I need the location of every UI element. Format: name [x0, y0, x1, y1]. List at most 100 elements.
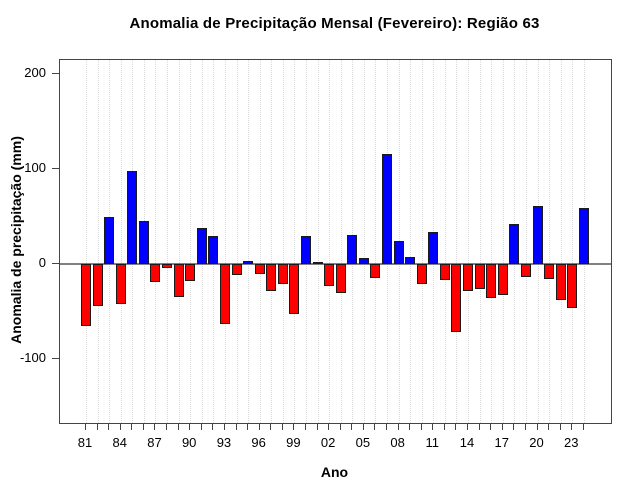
year-gridline: [224, 60, 226, 423]
bar-1998: [277, 264, 288, 284]
year-gridline: [525, 60, 527, 423]
bar-1989: [173, 264, 184, 298]
bar-2019: [520, 264, 531, 278]
year-gridline: [120, 60, 122, 423]
x-tick: [189, 423, 191, 430]
bar-2008: [393, 241, 404, 264]
x-tick: [559, 423, 561, 430]
year-gridline: [259, 60, 261, 423]
bar-2016: [486, 264, 497, 299]
x-tick: [582, 423, 584, 430]
year-gridline: [444, 60, 446, 423]
x-tick-label: 08: [390, 435, 405, 450]
x-tick-label: 23: [563, 435, 579, 450]
year-gridline: [329, 60, 331, 423]
bar-2015: [474, 264, 485, 289]
year-gridline: [502, 60, 504, 423]
x-tick: [270, 423, 272, 430]
year-gridline: [317, 60, 319, 423]
x-tick: [524, 423, 526, 430]
x-tick: [258, 423, 260, 430]
x-tick: [339, 423, 341, 430]
year-gridline: [375, 60, 377, 423]
bar-2010: [416, 264, 427, 284]
x-tick: [443, 423, 445, 430]
x-tick-label: 20: [529, 435, 544, 450]
x-tick: [513, 423, 515, 430]
year-gridline: [549, 60, 551, 423]
x-tick: [362, 423, 364, 430]
bar-1993: [219, 264, 230, 324]
x-tick: [247, 423, 249, 430]
year-gridline: [468, 60, 470, 423]
year-gridline: [340, 60, 342, 423]
y-tick: [52, 168, 59, 169]
bar-2006: [370, 264, 381, 279]
x-tick: [328, 423, 330, 430]
x-tick: [455, 423, 457, 430]
bar-2017: [497, 264, 508, 296]
bar-2014: [463, 264, 474, 291]
year-gridline: [282, 60, 284, 423]
bar-2007: [382, 153, 392, 264]
bar-1992: [208, 235, 219, 264]
x-tick-label: 93: [216, 435, 232, 450]
x-tick: [432, 423, 434, 430]
bar-2001: [312, 262, 323, 264]
year-gridline: [271, 60, 273, 423]
x-tick-label: 90: [181, 435, 197, 450]
chart-title: Anomalia de Precipitação Mensal (Feverei…: [129, 15, 540, 32]
y-tick: [52, 263, 59, 264]
bar-1995: [243, 261, 254, 264]
y-tick-label: 0: [38, 255, 46, 270]
x-tick: [154, 423, 156, 430]
bar-2020: [532, 206, 543, 264]
bar-1982: [92, 264, 103, 306]
x-tick: [571, 423, 573, 430]
x-tick-label: 11: [425, 435, 440, 450]
bar-1984: [115, 264, 126, 304]
x-tick: [548, 423, 550, 430]
x-tick: [177, 423, 179, 430]
x-tick: [478, 423, 480, 430]
year-gridline: [294, 60, 296, 423]
x-tick: [536, 423, 538, 430]
bar-1991: [196, 227, 207, 264]
year-gridline: [456, 60, 458, 423]
x-tick: [293, 423, 295, 430]
x-tick: [386, 423, 387, 430]
bar-1986: [138, 221, 149, 264]
x-tick: [409, 423, 411, 430]
year-gridline: [421, 60, 423, 423]
year-gridline: [572, 60, 574, 423]
bar-2009: [405, 257, 416, 264]
x-tick: [108, 423, 110, 430]
year-gridline: [167, 60, 169, 423]
x-tick-label: 87: [147, 435, 162, 450]
x-tick-label: 99: [286, 435, 301, 450]
x-tick: [467, 423, 469, 430]
zero-line: [60, 263, 611, 265]
bar-2012: [439, 264, 450, 281]
x-tick: [212, 423, 214, 430]
x-tick: [397, 423, 399, 430]
year-gridline: [178, 60, 180, 423]
x-tick: [200, 423, 202, 430]
year-gridline: [479, 60, 481, 423]
x-tick: [420, 423, 422, 430]
x-tick-label: 05: [355, 435, 371, 450]
year-gridline: [560, 60, 562, 423]
bar-2022: [555, 264, 566, 301]
plot-area: [59, 59, 612, 424]
x-tick: [501, 423, 503, 430]
x-tick-label: 96: [251, 435, 266, 450]
y-tick: [52, 358, 59, 359]
x-tick: [131, 423, 133, 430]
x-tick: [316, 423, 318, 430]
bar-2005: [358, 258, 369, 264]
x-tick-label: 81: [77, 435, 93, 450]
year-gridline: [248, 60, 250, 423]
bar-2000: [300, 235, 311, 264]
bar-2002: [324, 264, 335, 286]
